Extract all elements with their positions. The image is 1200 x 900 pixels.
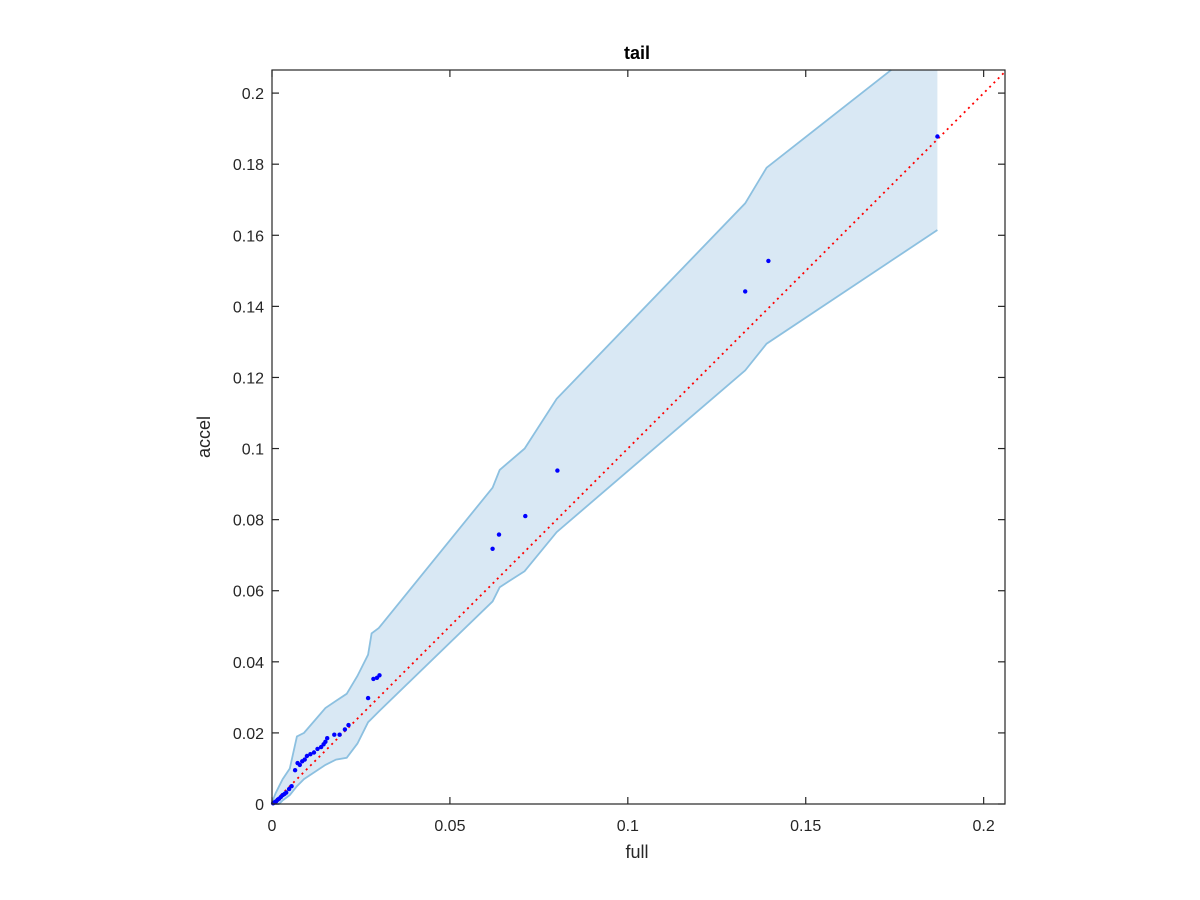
y-tick-label: 0.14 (233, 299, 264, 316)
data-point (342, 727, 348, 732)
data-point (302, 757, 307, 762)
y-tick-label: 0.02 (233, 726, 264, 743)
data-point (337, 732, 342, 737)
x-tick-label: 0.2 (973, 818, 995, 835)
y-tick-label: 0.04 (233, 655, 264, 672)
y-tick-label: 0.16 (233, 228, 264, 245)
points-layer (270, 134, 940, 806)
y-axis-ticks: 0 0.02 0.04 0.06 0.08 0.1 0.12 0.14 0.16 0.18 0.2 (233, 86, 1005, 814)
data-point (365, 695, 371, 701)
x-tick-label: 0.1 (617, 818, 639, 835)
y-tick-label: 0.2 (242, 86, 264, 103)
data-point (490, 546, 495, 551)
data-point (323, 739, 328, 744)
data-point (743, 289, 748, 294)
data-point (315, 746, 320, 752)
data-point (346, 722, 351, 728)
data-point (297, 762, 302, 768)
data-point (311, 750, 317, 755)
data-point (318, 744, 324, 750)
x-tick-label: 0 (268, 818, 277, 835)
data-point (371, 676, 376, 682)
data-point (766, 258, 771, 264)
data-point (292, 768, 298, 773)
data-point (325, 736, 330, 741)
y-tick-label: 0.18 (233, 157, 264, 174)
plot-area (270, 69, 1006, 806)
y-axis-label: accel (194, 416, 214, 458)
band-upper-edge (271, 69, 892, 803)
data-point (496, 532, 502, 537)
y-tick-label: 0.1 (242, 442, 264, 459)
data-point (332, 732, 337, 737)
x-tick-label: 0.05 (434, 818, 465, 835)
data-point (935, 134, 940, 139)
data-point (523, 513, 528, 519)
y-tick-label: 0.06 (233, 584, 264, 601)
confidence-band (272, 70, 938, 804)
data-point (555, 468, 560, 473)
y-tick-label: 0 (255, 797, 264, 814)
data-point (308, 752, 313, 757)
data-point (304, 753, 310, 759)
y-tick-label: 0.08 (233, 513, 264, 530)
data-point (286, 786, 292, 792)
axes-box (271, 69, 1006, 805)
data-point (284, 790, 289, 795)
x-axis-label: full (625, 842, 648, 862)
x-axis-ticks: 0 0.05 0.1 0.15 0.2 (268, 70, 995, 835)
confidence-band-layer (271, 69, 938, 805)
data-point (289, 784, 294, 789)
x-tick-label: 0.15 (790, 818, 821, 835)
data-point (377, 673, 382, 678)
y-tick-label: 0.12 (233, 370, 264, 387)
chart-title: tail (624, 43, 650, 63)
band-lower-edge (272, 229, 938, 805)
axes-layer (271, 69, 1006, 805)
